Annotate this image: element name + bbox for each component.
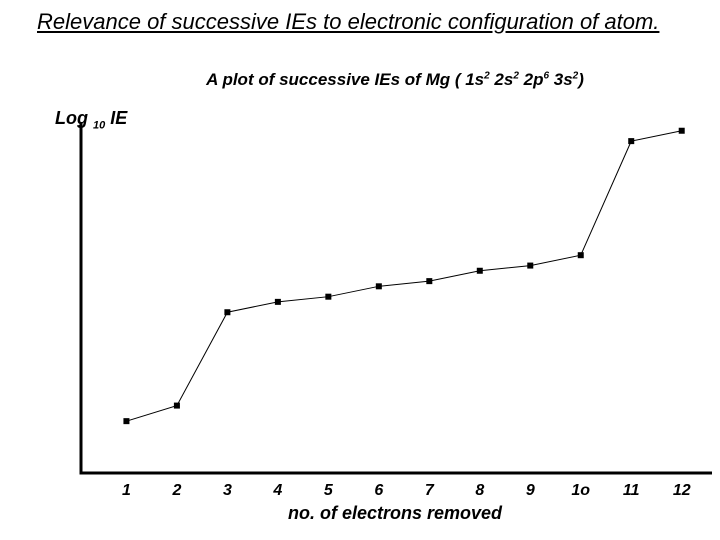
chart-title-part: 3s	[549, 70, 573, 89]
x-tick-label: 9	[526, 482, 535, 499]
chart-title-part: 2s	[489, 70, 514, 89]
x-tick-label: 7	[425, 482, 435, 499]
chart-title-part: A plot of successive IEs of Mg ( 1s	[206, 70, 485, 89]
data-point	[173, 402, 180, 409]
x-tick-label: 1o	[571, 482, 590, 499]
data-point	[678, 127, 685, 134]
x-axis-label: no. of electrons removed	[288, 503, 503, 523]
x-tick-label: 6	[374, 482, 383, 499]
data-point	[274, 298, 281, 305]
chart-title-superscript: 2	[484, 70, 490, 82]
chart-title-superscript: 6	[543, 70, 550, 82]
data-point	[375, 283, 382, 290]
data-point	[476, 267, 483, 274]
x-tick-label: 2	[171, 482, 181, 499]
data-point	[527, 262, 534, 269]
data-point	[426, 278, 433, 285]
data-point	[628, 138, 635, 145]
data-point	[577, 252, 584, 259]
x-tick-label: 3	[223, 482, 232, 499]
y-axis-label-tail: IE	[105, 108, 128, 128]
chart-title-part: )	[578, 70, 584, 89]
chart-title-superscript: 2	[572, 70, 579, 82]
x-tick-label: 11	[623, 482, 640, 499]
y-axis-label-subscript: 10	[93, 119, 106, 132]
page-title: Relevance of successive IEs to electroni…	[37, 9, 660, 34]
chart-title: A plot of successive IEs of Mg ( 1s2 2s2…	[0, 70, 720, 90]
x-tick-label: 1	[122, 482, 131, 499]
data-point	[224, 309, 231, 316]
chart-title-part: 2p	[518, 70, 544, 89]
x-tick-label: 8	[475, 482, 484, 499]
x-tick-label: 4	[272, 482, 282, 499]
data-point	[325, 293, 332, 300]
x-tick-label: 12	[673, 482, 691, 499]
series-line	[126, 130, 682, 422]
data-point	[123, 418, 130, 425]
chart-title-superscript: 2	[513, 70, 519, 82]
x-tick-label: 5	[324, 482, 334, 499]
